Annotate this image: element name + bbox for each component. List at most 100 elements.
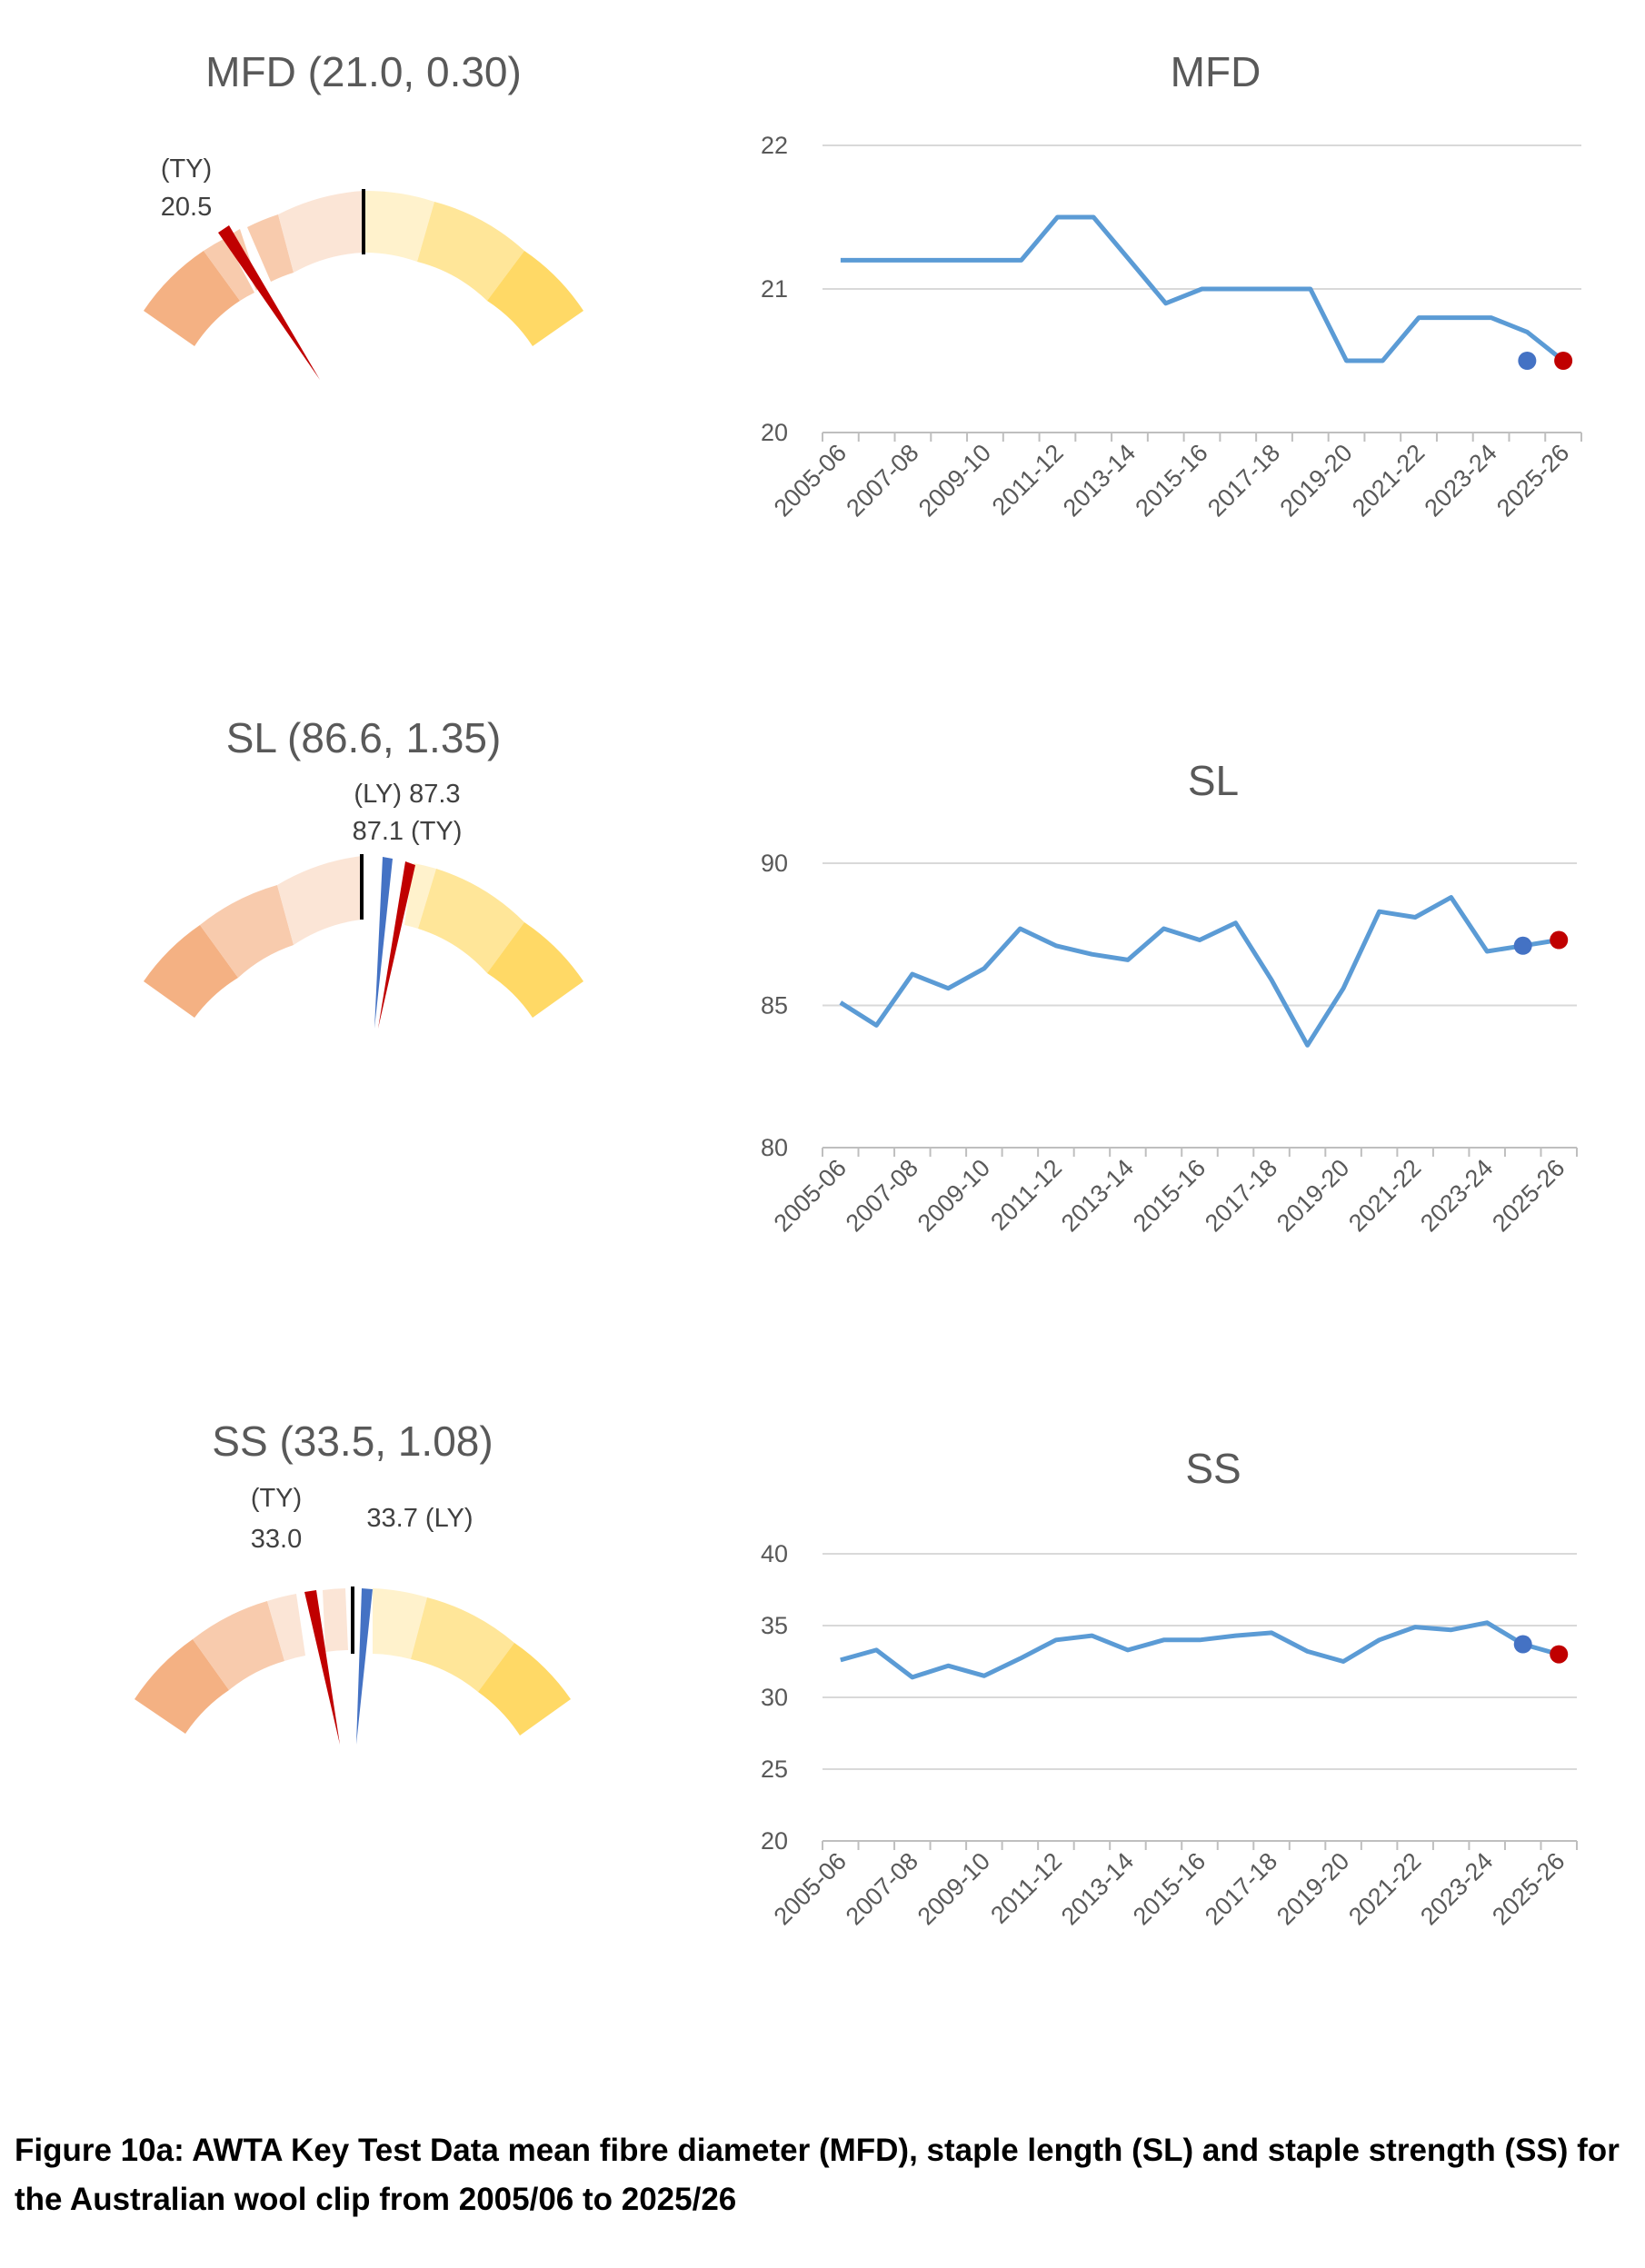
y-tick-label: 85	[761, 992, 788, 1020]
highlight-point	[1554, 352, 1573, 370]
gauge-marker-label: (LY) 87.3	[354, 780, 460, 809]
x-tick-label: 2017-18	[1200, 1847, 1282, 1930]
x-tick-label: 2023-24	[1420, 439, 1502, 522]
gauge-band-6	[417, 202, 524, 301]
gauge-band-6	[487, 922, 583, 1018]
gauge-needle-ly	[374, 857, 393, 1029]
x-tick-label: 2007-08	[841, 1847, 923, 1930]
gauge-marker-label: (TY)	[161, 154, 212, 184]
x-tick-label: 2023-24	[1415, 1847, 1498, 1930]
x-tick-label: 2017-18	[1200, 1154, 1282, 1237]
y-tick-label: 20	[761, 1827, 788, 1855]
x-tick-label: 2021-22	[1347, 439, 1430, 522]
ss-line-chart: SS 20 25 30 35 40 2005-062007-082009-102011-12…	[761, 1445, 1578, 1930]
highlight-point	[1550, 930, 1569, 950]
gauge-band-4	[278, 191, 364, 273]
mfd-panel: MFD (21.0, 0.30) (TY) 20.5 MFD 20 21 22 2005…	[0, 0, 1645, 691]
gauge-band-3	[277, 856, 362, 945]
sl-panel: SL (86.6, 1.35) (LY) 87.3 87.1 (TY) SL 80…	[0, 691, 1645, 1381]
x-tick-label: 2011-12	[985, 1154, 1067, 1236]
x-tick-label: 2009-10	[912, 1847, 995, 1930]
gauge-band-7	[487, 251, 583, 346]
x-tick-label: 2021-22	[1343, 1154, 1426, 1237]
gauge-band-6	[411, 1597, 514, 1692]
gauge-needle-ty	[218, 225, 320, 380]
chart-title: SL	[1188, 757, 1239, 804]
mfd-gauge-svg: MFD (21.0, 0.30) (TY) 20.5	[144, 48, 583, 380]
ss-line-chart-plot: SS 20 25 30 35 40 2005-062007-082009-102011-12…	[761, 1445, 1578, 1930]
x-tick-label: 2009-10	[912, 1154, 995, 1237]
gauge-needle-ty	[304, 1590, 340, 1745]
y-tick-label: 40	[761, 1540, 788, 1567]
x-tick-label: 2005-06	[769, 439, 852, 522]
gauge-band-1	[144, 925, 238, 1018]
ss-gauge-svg: SS (33.5, 1.08) (TY) 33.0 33.7 (LY)	[135, 1418, 571, 1745]
x-tick-label: 2017-18	[1202, 439, 1285, 522]
gauge-band-3	[267, 1594, 305, 1661]
gauge-band-2	[200, 885, 294, 978]
y-tick-label: 25	[761, 1756, 788, 1783]
series-line	[840, 214, 1565, 363]
x-tick-label: 2007-08	[841, 439, 923, 522]
chart-title: MFD	[1171, 48, 1261, 95]
gauge-marker-label: 33.7 (LY)	[366, 1504, 473, 1533]
x-tick-label: 2019-20	[1271, 1847, 1354, 1930]
gauge-bands	[144, 856, 583, 1018]
highlight-point	[1513, 1635, 1532, 1654]
x-tick-label: 2015-16	[1130, 439, 1212, 522]
gauge-band-4	[404, 863, 436, 929]
y-tick-label: 90	[761, 850, 788, 877]
gauge-marker-label: 33.0	[251, 1525, 302, 1554]
y-tick-label: 22	[761, 132, 788, 159]
x-tick-label: 2013-14	[1056, 1154, 1139, 1237]
gauge-needle-ty	[378, 861, 415, 1029]
highlight-point	[1513, 936, 1532, 955]
gauge-title: SS (33.5, 1.08)	[212, 1418, 493, 1465]
gauge-band-5	[418, 869, 524, 973]
chart-title: SS	[1185, 1445, 1241, 1492]
gauge-band-2	[204, 238, 254, 301]
gauge-band-5	[364, 190, 434, 262]
x-tick-label: 2019-20	[1275, 439, 1358, 522]
gauge-title: MFD (21.0, 0.30)	[205, 48, 522, 95]
figure-caption: Figure 10a: AWTA Key Test Data mean fibr…	[15, 2133, 1620, 2217]
x-tick-label: 2013-14	[1056, 1847, 1139, 1930]
gauge-marker-label: (TY)	[251, 1484, 302, 1513]
x-tick-label: 2013-14	[1058, 439, 1141, 522]
gauge-band-3	[247, 214, 294, 282]
x-tick-label: 2009-10	[913, 439, 996, 522]
x-tick-label: 2005-06	[769, 1847, 852, 1930]
x-tick-label: 2025-26	[1487, 1154, 1570, 1237]
mfd-line-chart-plot: MFD2021222005-062007-082009-102011-12201…	[761, 48, 1582, 522]
sl-line-chart-plot: SL 80 85 90 2005-062007-082009-102011-122013…	[761, 757, 1578, 1237]
x-tick-label: 2015-16	[1128, 1154, 1211, 1237]
gauge-band-5	[373, 1588, 427, 1659]
x-tick-label: 2011-12	[985, 1847, 1067, 1929]
x-tick-label: 2025-26	[1491, 439, 1574, 522]
x-tick-label: 2025-26	[1487, 1847, 1570, 1930]
gauge-band-1	[135, 1639, 229, 1734]
x-tick-label: 2021-22	[1343, 1847, 1426, 1930]
y-tick-label: 20	[761, 419, 788, 446]
gauge-needle-ly	[356, 1588, 373, 1745]
gauge-title: SL (86.6, 1.35)	[226, 714, 502, 761]
x-tick-label: 2007-08	[841, 1154, 923, 1237]
x-tick-label: 2005-06	[769, 1154, 852, 1237]
mfd-line-chart: MFD2021222005-062007-082009-102011-12201…	[761, 48, 1582, 522]
y-tick-label: 80	[761, 1134, 788, 1161]
y-tick-label: 35	[761, 1612, 788, 1639]
y-tick-label: 21	[761, 275, 788, 303]
gauge-bands	[135, 1588, 571, 1736]
sl-line-chart: SL 80 85 90 2005-062007-082009-102011-122013…	[761, 757, 1578, 1237]
highlight-point	[1518, 352, 1537, 370]
series-line	[839, 895, 1560, 1048]
gauge-band-7	[478, 1643, 571, 1736]
x-tick-label: 2023-24	[1415, 1154, 1498, 1237]
x-tick-label: 2019-20	[1271, 1154, 1354, 1237]
sl-gauge-svg: SL (86.6, 1.35) (LY) 87.3 87.1 (TY)	[144, 714, 583, 1029]
gauge-marker-label: 20.5	[161, 193, 212, 222]
gauge-marker-label: 87.1 (TY)	[353, 817, 463, 846]
gauge-band-1	[144, 251, 240, 346]
ss-panel: SS (33.5, 1.08) (TY) 33.0 33.7 (LY) SS 20…	[0, 1399, 1645, 2090]
gauge-band-2	[193, 1601, 284, 1690]
